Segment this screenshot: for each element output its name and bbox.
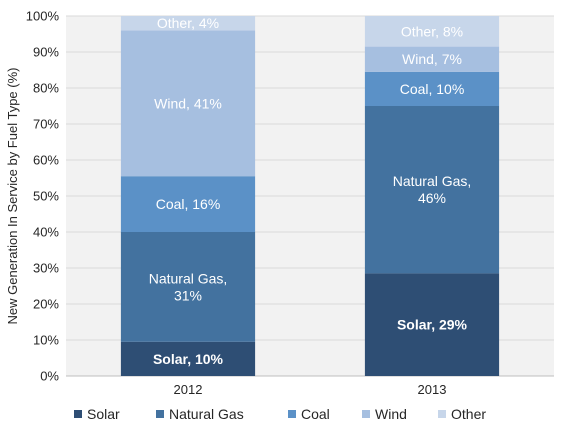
data-label: Wind, 7% (402, 51, 462, 67)
legend-swatch (288, 410, 296, 418)
y-tick-label: 70% (33, 117, 59, 132)
legend-label: Wind (375, 406, 407, 422)
data-label: Wind, 41% (154, 95, 222, 111)
bar-segment-coal (364, 71, 500, 106)
bar-segment-other (364, 16, 500, 47)
y-axis-ticks: 0% 10% 20% 30% 40% 50% 60% 70% 80% 90% 100% (26, 9, 60, 384)
y-tick-label: 90% (33, 45, 59, 60)
legend: Solar Natural Gas Coal Wind Other (74, 406, 486, 422)
bar-segment-natural-gas (364, 106, 500, 274)
y-axis-label: New Generation In Service by Fuel Type (… (5, 68, 20, 325)
y-tick-label: 20% (33, 297, 59, 312)
legend-swatch (74, 410, 82, 418)
y-tick-label: 100% (26, 9, 60, 24)
data-label: Natural Gas, (393, 173, 472, 189)
bar-segment-solar (120, 341, 256, 376)
legend-label: Solar (87, 406, 120, 422)
x-tick-label: 2013 (418, 382, 447, 397)
bar-segment-natural-gas (120, 232, 256, 342)
legend-swatch (362, 410, 370, 418)
y-tick-label: 10% (33, 333, 59, 348)
legend-swatch (438, 410, 446, 418)
data-label: Other, 4% (157, 15, 219, 31)
y-tick-label: 50% (33, 189, 59, 204)
data-label: Coal, 10% (400, 81, 465, 97)
bar-segment-other (120, 16, 256, 31)
bar-segment-coal (120, 176, 256, 232)
bar-segment-solar (364, 273, 500, 376)
x-tick-label: 2012 (174, 382, 203, 397)
y-tick-label: 0% (40, 369, 59, 384)
y-tick-label: 30% (33, 261, 59, 276)
data-label: Natural Gas, (149, 270, 228, 286)
bars: Solar, 10%Natural Gas,31%Coal, 16%Wind, … (120, 15, 500, 376)
legend-label: Coal (301, 406, 330, 422)
legend-swatch (156, 410, 164, 418)
data-label: Solar, 29% (397, 317, 468, 333)
y-tick-label: 80% (33, 81, 59, 96)
x-axis-ticks: 2012 2013 (174, 382, 447, 397)
data-label: 46% (418, 190, 446, 206)
y-tick-label: 40% (33, 225, 59, 240)
bar-segment-wind (364, 46, 500, 72)
legend-label: Other (451, 406, 486, 422)
y-tick-label: 60% (33, 153, 59, 168)
legend-label: Natural Gas (169, 406, 244, 422)
data-label: 31% (174, 287, 202, 303)
data-label: Solar, 10% (153, 351, 224, 367)
data-label: Coal, 16% (156, 196, 221, 212)
data-label: Other, 8% (401, 23, 463, 39)
bar-segment-wind (120, 30, 256, 177)
